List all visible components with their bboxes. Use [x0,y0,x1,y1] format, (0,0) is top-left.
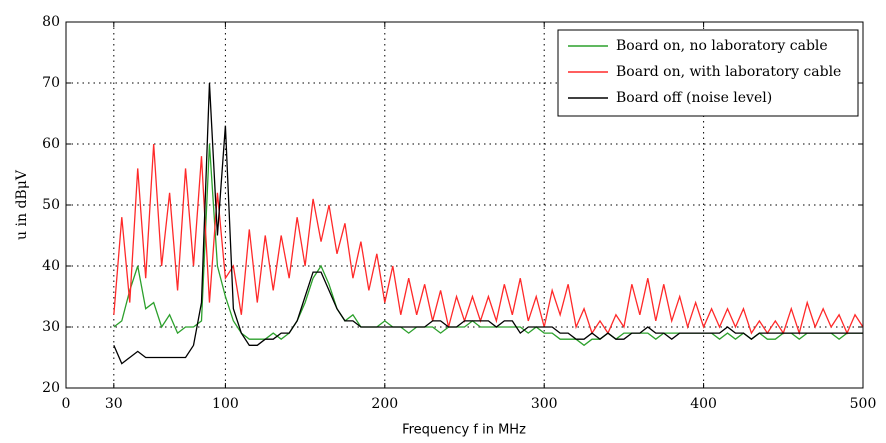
legend-label: Board on, no laboratory cable [616,38,828,54]
series-line [113,143,864,336]
y-tick-label: 60 [42,136,60,152]
x-tick-label: 300 [531,396,558,412]
y-tick-label: 80 [42,14,60,30]
series-line [113,82,863,365]
y-axis-label: u in dBμV [14,169,30,240]
y-tick-label: 40 [42,258,60,274]
y-tick-label: 20 [42,380,60,396]
x-tick-label: 100 [212,396,239,412]
y-tick-label: 50 [42,197,60,213]
x-tick-label: 500 [850,396,877,412]
x-axis-label: Frequency f in MHz [402,423,526,438]
x-tick-label: 200 [371,396,398,412]
legend-box [557,29,859,117]
y-tick-label: 70 [42,75,60,91]
x-tick-label: 400 [690,396,717,412]
legend-label: Board off (noise level) [616,90,772,106]
x-tick-label: 0 [62,396,71,412]
plot-frame [65,21,864,389]
y-tick-label: 30 [42,319,60,335]
x-tick-label: 30 [105,396,123,412]
legend-label: Board on, with laboratory cable [616,64,841,80]
series-line [113,143,863,347]
